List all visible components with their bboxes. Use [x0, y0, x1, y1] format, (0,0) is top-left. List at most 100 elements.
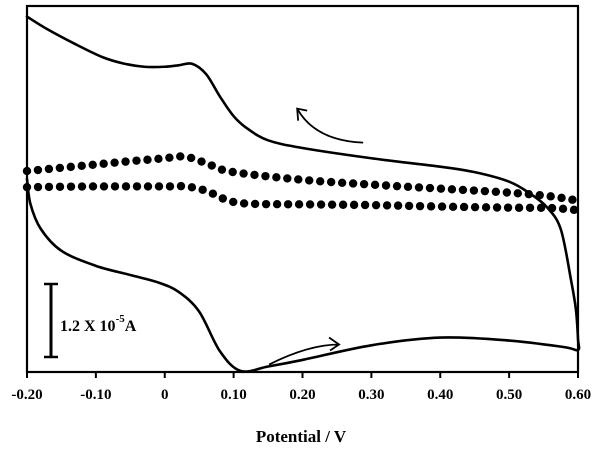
series-dot: [88, 182, 98, 191]
arrow-right-icon: [268, 336, 341, 366]
series-dot: [283, 200, 293, 209]
series-dot: [491, 187, 501, 197]
series-dot: [481, 203, 491, 212]
series-dot: [393, 201, 403, 210]
series-dot: [524, 189, 533, 199]
series-dot: [66, 182, 76, 191]
x-tick-label: 0.60: [565, 387, 591, 403]
series-dot: [99, 159, 108, 168]
series-dot: [503, 203, 513, 212]
scale-bar-exponent: -5: [116, 313, 126, 325]
series-dot: [480, 186, 490, 196]
series-dot: [294, 200, 304, 209]
series-dot: [99, 182, 109, 191]
series-dot: [458, 185, 468, 195]
series-dot: [492, 203, 502, 212]
series-dot: [110, 158, 119, 167]
series-dot: [176, 181, 186, 191]
series-dot: [165, 182, 175, 191]
series-dot: [305, 200, 315, 209]
series-dot: [272, 200, 282, 209]
series-dot: [569, 205, 579, 215]
series-dotted-1: [22, 152, 577, 204]
series-dot: [448, 202, 458, 211]
series-dot: [261, 171, 270, 181]
series-dot: [165, 153, 174, 162]
series-dot: [392, 181, 402, 191]
x-tick-label: 0: [161, 387, 169, 403]
series-dot: [557, 193, 566, 203]
series-dot: [513, 189, 523, 198]
series-dot: [239, 199, 249, 208]
series-dot: [382, 201, 392, 210]
series-dot: [44, 164, 54, 174]
series-dot: [33, 165, 43, 175]
x-axis-title: Potential / V: [256, 427, 347, 446]
series-dot: [22, 182, 32, 192]
series-dot: [316, 200, 326, 209]
series-dotted-2: [22, 181, 579, 215]
x-tick-label: -0.20: [11, 387, 42, 403]
series-dot: [459, 202, 469, 212]
x-tick-label: -0.10: [80, 387, 111, 403]
series-dot: [381, 181, 391, 190]
series-dot: [502, 188, 512, 197]
series-dot: [326, 177, 336, 187]
series-dot: [250, 170, 259, 180]
series-dot: [250, 199, 260, 209]
arrow-head: [328, 336, 341, 352]
series-dot: [447, 185, 457, 194]
svg-text:1.2 X 10-5A: 1.2 X 10-5A: [60, 313, 137, 335]
series-dot: [121, 182, 131, 191]
series-dot: [110, 182, 120, 191]
series-dot: [55, 163, 65, 173]
series-dot: [66, 162, 75, 172]
series-line-solid: [25, 15, 581, 373]
series-dot: [44, 182, 54, 192]
series-dot: [207, 161, 216, 170]
x-tick-label: 0.40: [427, 387, 453, 403]
series-dot: [55, 182, 65, 191]
series-dot: [132, 156, 141, 165]
series-dot: [315, 177, 325, 186]
arrow-head: [296, 107, 308, 121]
series-dot: [283, 174, 292, 183]
series-dot: [261, 199, 271, 209]
x-tick-label: 0.20: [289, 387, 315, 403]
series-dot: [436, 184, 446, 193]
series-dot: [218, 194, 227, 203]
series-dot: [239, 169, 248, 178]
scale-bar-label: 1.2 X 10: [60, 318, 116, 335]
series-dot: [198, 185, 207, 194]
scale-bar-unit: A: [125, 318, 137, 335]
series-dot: [143, 155, 152, 164]
series-dot: [415, 201, 425, 211]
x-axis-ticks: [26, 372, 579, 378]
series-dot: [536, 203, 546, 213]
series-dot: [349, 200, 359, 210]
series-dot: [558, 204, 568, 214]
series-dot: [229, 197, 238, 207]
series-dot: [535, 190, 544, 200]
series-dot: [272, 173, 281, 182]
series-dot: [403, 182, 413, 191]
series-dot: [414, 183, 424, 192]
series-dot: [470, 202, 480, 212]
series-dot: [404, 201, 414, 211]
series-dot: [88, 160, 97, 169]
series-dot: [568, 195, 577, 204]
arrow-shaft: [268, 343, 340, 366]
series-dot: [143, 182, 153, 191]
series-dot: [77, 182, 87, 191]
series-dot: [370, 180, 380, 190]
series-dot: [337, 178, 347, 187]
series-layer: [22, 15, 581, 373]
series-dot: [469, 186, 479, 195]
series-dot: [327, 200, 337, 209]
series-dot: [154, 182, 164, 191]
series-dot: [547, 203, 557, 213]
series-dot: [514, 203, 524, 212]
series-dot: [154, 154, 163, 164]
x-axis-tick-labels: -0.20 -0.10 0 0.10 0.20 0.30 0.40 0.50 0.60: [11, 387, 591, 403]
